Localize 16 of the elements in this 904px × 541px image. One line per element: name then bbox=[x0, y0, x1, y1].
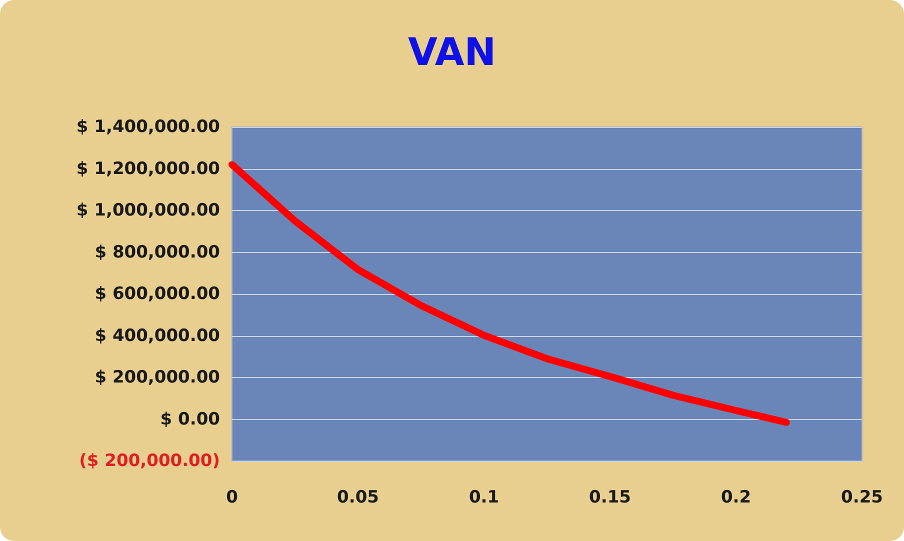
x-tick-label: 0.05 bbox=[337, 488, 379, 508]
y-tick-label: $ 800,000.00 bbox=[94, 242, 220, 262]
y-tick-label: $ 0.00 bbox=[160, 409, 220, 430]
y-tick-label: $ 200,000.00 bbox=[94, 368, 220, 388]
y-tick-label: ($ 200,000.00) bbox=[79, 451, 220, 471]
y-tick-label: $ 600,000.00 bbox=[94, 284, 220, 304]
x-tick-label: 0.15 bbox=[589, 488, 631, 508]
x-tick-label: 0.25 bbox=[841, 488, 883, 508]
x-tick-label: 0.1 bbox=[468, 488, 500, 508]
y-tick-label: $ 1,400,000.00 bbox=[76, 117, 220, 137]
x-tick-label: 0 bbox=[226, 488, 238, 508]
y-tick-label: $ 1,000,000.00 bbox=[76, 200, 220, 220]
y-tick-label: $ 400,000.00 bbox=[94, 326, 220, 346]
x-tick-label: 0.2 bbox=[720, 488, 752, 508]
chart-title: VAN bbox=[408, 30, 496, 74]
y-tick-label: $ 1,200,000.00 bbox=[76, 158, 220, 179]
